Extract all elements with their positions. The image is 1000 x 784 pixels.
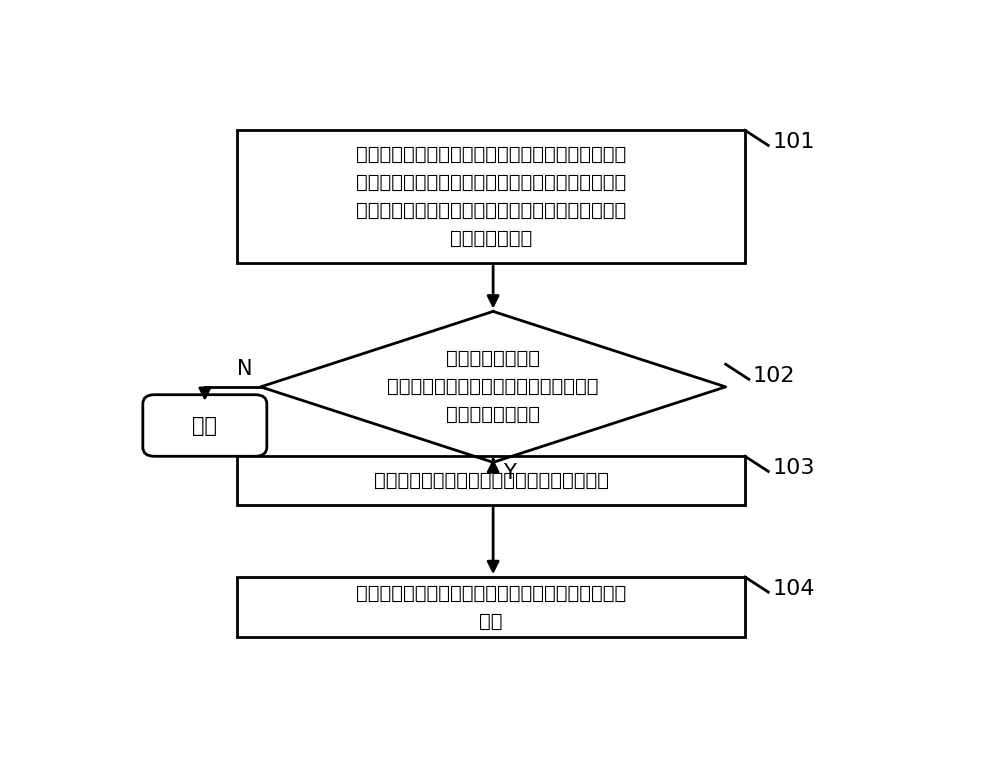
- Text: 103: 103: [772, 459, 815, 478]
- Bar: [237, 456, 745, 505]
- Text: 检测针对第一充值卡触发的资源转移请求，该资源转
移请求用于请求将第二充值卡的资源转移至第一充值
卡中，且该资源转移请求包括第一充值卡的数据和第
二充值卡的数据: 检测针对第一充值卡触发的资源转移请求，该资源转 移请求用于请求将第二充值卡的资源…: [356, 145, 626, 249]
- Bar: [237, 577, 745, 637]
- Text: 104: 104: [772, 579, 815, 599]
- Bar: [237, 130, 745, 263]
- Text: 根据资源转移请求
包括的数据判断第一充值卡是否满足确定
出的资源转入条件: 根据资源转移请求 包括的数据判断第一充值卡是否满足确定 出的资源转入条件: [387, 350, 599, 424]
- Text: Y: Y: [503, 463, 516, 483]
- Text: 确定第一充值卡与第二充值卡的资源转移指令: 确定第一充值卡与第二充值卡的资源转移指令: [374, 471, 609, 490]
- Text: 101: 101: [772, 132, 815, 152]
- Text: 102: 102: [753, 366, 795, 387]
- Text: 结束: 结束: [192, 416, 217, 435]
- Text: N: N: [237, 359, 253, 379]
- FancyBboxPatch shape: [143, 394, 267, 456]
- Text: 根据资源转移指令将第二充值卡的资源转移至第一充
值卡: 根据资源转移指令将第二充值卡的资源转移至第一充 值卡: [356, 584, 626, 630]
